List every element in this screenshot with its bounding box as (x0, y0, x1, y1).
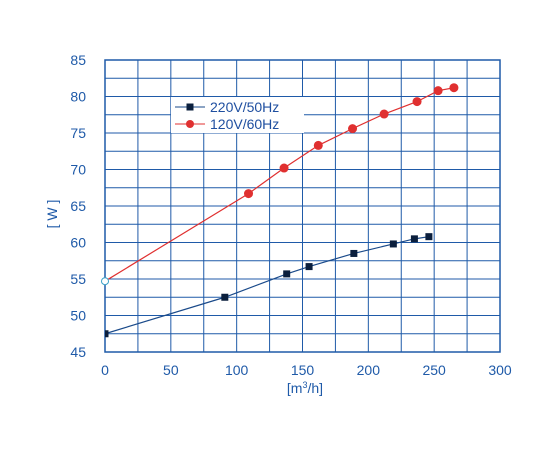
legend: 220V/50Hz 120V/60Hz (171, 97, 304, 133)
data-point-120v (348, 124, 358, 134)
data-point-120v (279, 163, 289, 173)
data-point-120v (244, 189, 254, 199)
x-tick-label: 200 (357, 362, 381, 378)
y-tick-label: 55 (70, 271, 86, 287)
data-point-220v (350, 249, 358, 257)
data-point-120v (379, 109, 389, 119)
legend-label-120v: 120V/60Hz (210, 116, 279, 132)
legend-label-220v: 220V/50Hz (210, 99, 279, 115)
y-tick-label: 85 (70, 52, 86, 68)
y-tick-label: 50 (70, 308, 86, 324)
data-point-120v (101, 277, 109, 286)
x-tick-label: 100 (225, 362, 249, 378)
y-tick-label: 80 (70, 89, 86, 105)
y-tick-label: 60 (70, 235, 86, 251)
data-point-220v (389, 240, 397, 248)
data-point-120v (449, 83, 459, 93)
data-point-120v (433, 86, 443, 96)
data-point-220v (305, 263, 313, 271)
y-tick-label: 65 (70, 198, 86, 214)
y-tick-label: 45 (70, 344, 86, 360)
x-tick-label: 150 (291, 362, 315, 378)
data-point-120v (412, 97, 422, 107)
y-tick-label: 75 (70, 125, 86, 141)
data-point-220v (105, 330, 109, 338)
legend-marker-120v (186, 120, 194, 128)
tick-labels: 0 50 100 150 200 250 300 45 50 55 60 65 70 75 80 85 (70, 52, 511, 378)
data-point-220v (410, 235, 418, 243)
x-tick-label: 50 (163, 362, 179, 378)
x-axis-label: [m3/h] (287, 380, 323, 396)
legend-box (171, 97, 304, 133)
data-point-120v (313, 140, 323, 150)
data-point-220v (425, 233, 433, 241)
x-tick-label: 250 (422, 362, 446, 378)
x-tick-label: 300 (488, 362, 512, 378)
data-point-220v (283, 270, 291, 278)
plot-frame (104, 59, 501, 353)
y-axis-label: [ W ] (44, 200, 60, 229)
x-tick-label: 0 (101, 362, 109, 378)
y-tick-label: 70 (70, 162, 86, 178)
legend-marker-220v (186, 103, 194, 111)
data-markers (101, 83, 459, 338)
data-point-220v (221, 293, 229, 301)
series-line-0 (104, 236, 429, 335)
